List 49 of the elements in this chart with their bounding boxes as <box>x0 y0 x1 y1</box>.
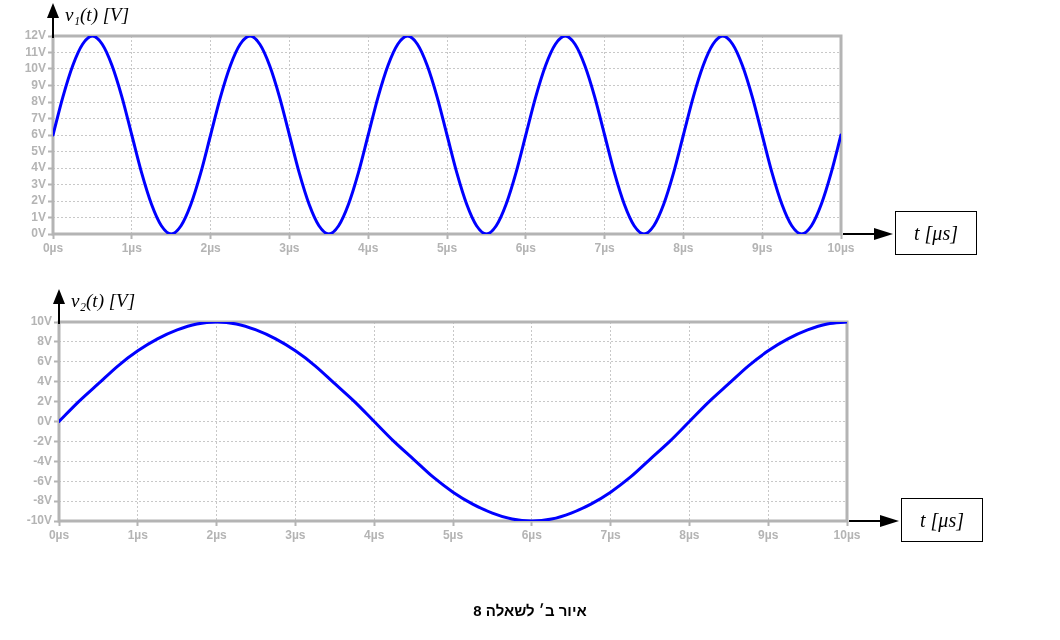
y-tick-label: 5V <box>31 143 46 158</box>
y-tick-label: 8V <box>31 94 46 109</box>
x-tick-label: 0µs <box>42 240 64 255</box>
x-tick-label: 4µs <box>358 240 379 255</box>
y-tick-label: 8V <box>37 334 52 349</box>
x-tick-label: 6µs <box>515 240 537 255</box>
y-tick-label: 6V <box>31 127 46 142</box>
y-tick-label: 0V <box>31 226 46 241</box>
x-tick-label: 0µs <box>48 527 70 542</box>
y-tick-label: 2V <box>37 393 52 408</box>
x-tick-label: 4µs <box>364 527 385 542</box>
y-tick-label: 1V <box>31 209 46 224</box>
y-tick-label: 6V <box>37 354 52 369</box>
y-tick-label: -4V <box>33 453 52 468</box>
x-tick-label: 8µs <box>679 527 700 542</box>
text: איור ב׳ לשאלה 8 <box>472 601 588 621</box>
x-tick-label: 10µs <box>827 240 855 255</box>
y-tick-label: 4V <box>37 374 52 389</box>
y-tick-label: -8V <box>33 493 52 508</box>
y-tick-label: 3V <box>31 176 46 191</box>
x-tick-label: 6µs <box>521 527 543 542</box>
x-tick-label: 8µs <box>673 240 694 255</box>
x-tick-label: 9µs <box>758 527 779 542</box>
x-tick-label: 2µs <box>200 240 222 255</box>
y-tick-label: 11V <box>25 44 46 59</box>
y-tick-label: 9V <box>31 77 46 92</box>
x-tick-label: 3µs <box>279 240 300 255</box>
y-tick-label: 12V <box>24 28 46 43</box>
y-tick-label: -2V <box>33 433 52 448</box>
x-tick-label: 1µs <box>121 240 143 255</box>
x-tick-label: 3µs <box>285 527 306 542</box>
y-tick-label: -6V <box>33 473 52 488</box>
x-tick-label: 2µs <box>206 527 228 542</box>
y-tick-label: 10V <box>30 314 52 329</box>
y-axis-title: v₂(t) [V] <box>71 290 136 312</box>
x-tick-label: 5µs <box>436 240 458 255</box>
y-tick-label: -10V <box>26 513 52 528</box>
y-tick-label: 2V <box>31 193 46 208</box>
y-tick-label: 7V <box>31 110 46 125</box>
x-tick-label: 5µs <box>442 527 464 542</box>
x-tick-label: 10µs <box>833 527 861 542</box>
y-axis-title: v₁(t) [V] <box>65 4 130 26</box>
x-tick-label: 7µs <box>594 240 616 255</box>
y-tick-label: 4V <box>31 160 46 175</box>
y-tick-label: 0V <box>37 413 52 428</box>
y-tick-label: 10V <box>24 61 46 76</box>
x-tick-label: 7µs <box>600 527 622 542</box>
x-tick-label: 9µs <box>752 240 773 255</box>
x-tick-label: 1µs <box>127 527 149 542</box>
